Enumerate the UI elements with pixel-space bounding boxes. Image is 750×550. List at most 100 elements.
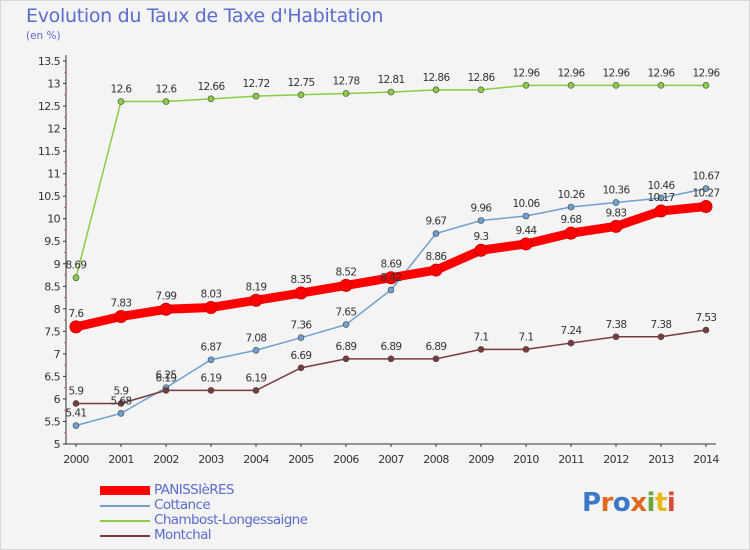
data-point [702,326,710,334]
data-label: 10.06 [512,198,540,210]
y-tick-label: 13 [47,78,60,91]
data-label: 10.17 [647,192,674,204]
data-label: 10.46 [647,180,675,192]
data-point [657,333,665,341]
data-label: 10.67 [692,171,719,183]
data-point [114,309,128,323]
data-point [117,98,125,105]
series-0-labels: 7.6 7.83 7.99 8.03 8.19 8.35 8.52 8.69 8.86 9.3 9.… [69,188,721,320]
data-point [567,82,575,89]
data-label: 12.6 [111,84,133,96]
data-point [117,400,125,407]
data-point [612,199,620,206]
data-label: 12.96 [512,67,540,79]
x-tick-label: 2007 [378,453,404,466]
data-label: 12.81 [377,74,404,86]
y-tick-label: 9 [54,258,61,271]
data-label: 7.36 [291,320,313,332]
logo-letter: i [646,488,656,518]
data-point [474,243,488,257]
legend-label: Cottance [154,497,211,513]
data-point [159,302,173,316]
data-label: 5.9 [69,385,84,397]
data-point [387,355,395,363]
data-label: 7.1 [474,331,489,343]
data-label: 12.96 [647,67,675,79]
y-tick-label: 5 [54,438,61,451]
legend-label: PANISSIèRES [154,482,235,498]
data-label: 12.96 [602,67,630,79]
data-point [429,263,443,277]
y-tick-label: 10.5 [38,190,61,203]
data-point [657,194,665,202]
data-label: 8.69 [381,259,402,271]
data-label: 12.96 [557,67,585,79]
legend-label: Montchal [154,527,212,543]
logo-letter: r [600,488,614,518]
data-point [339,278,353,292]
x-tick-label: 2001 [108,453,134,466]
x-tick-label: 2008 [423,453,449,466]
data-label: 9.68 [561,214,582,226]
logo-letter: t [654,488,667,518]
x-tick-label: 2003 [198,453,224,466]
series-1-labels: 5.41 5.68 6.25 6.87 7.08 7.36 7.65 8.42 9.67 9.96… [66,171,721,420]
y-tick-label: 8.5 [44,280,60,293]
data-point [342,90,350,97]
x-tick-label: 2000 [63,453,89,466]
y-tick-label: 6 [54,393,61,406]
data-label: 7.6 [69,308,85,320]
data-label: 10.26 [557,189,585,201]
data-point [522,82,530,89]
logo-letter: x [630,488,647,518]
data-point [432,230,440,237]
data-point [342,321,350,328]
y-tick-label: 8 [54,303,61,316]
series-1 [72,185,710,429]
data-point [522,346,530,353]
data-label: 8.19 [246,281,267,293]
data-label: 6.19 [156,372,177,384]
data-label: 7.53 [696,312,717,324]
x-tick-label: 2013 [648,453,674,466]
data-label: 12.75 [287,77,314,89]
data-point [117,410,125,417]
data-point [342,355,350,363]
data-point [567,339,575,347]
data-point [249,293,263,307]
data-point [477,86,485,94]
data-label: 6.87 [201,342,222,354]
data-label: 8.35 [291,274,312,286]
data-point [162,98,170,105]
data-label: 6.19 [246,372,267,384]
data-label: 6.89 [426,341,447,353]
legend-swatch [100,505,150,507]
data-label: 9.96 [471,203,493,215]
data-label: 10.36 [602,184,630,196]
data-point [522,212,530,220]
data-point [699,200,713,214]
legend-swatch [100,535,150,537]
data-label: 7.38 [651,319,672,331]
data-label: 12.86 [422,72,450,84]
data-label: 9.67 [426,216,447,228]
proxiti-logo: Proxiti [582,488,676,518]
data-point [207,387,215,394]
data-point [432,86,440,94]
x-tick-label: 2002 [153,453,179,466]
data-label: 5.68 [111,395,132,407]
data-point [72,422,80,429]
data-label: 12.96 [692,67,720,79]
data-point [609,219,623,233]
x-tick-label: 2009 [468,453,494,466]
data-point [69,320,83,334]
data-label: 12.72 [242,78,269,90]
data-label: 7.83 [111,297,132,309]
data-point [297,364,305,372]
data-label: 8.52 [336,266,357,278]
chart-title: Evolution du Taux de Taxe d'Habitation [26,5,384,27]
data-label: 10.27 [692,188,719,200]
legend-label: Chambost-Longessaigne [154,512,308,528]
data-label: 8.86 [426,251,448,263]
legend-swatch [100,520,150,522]
